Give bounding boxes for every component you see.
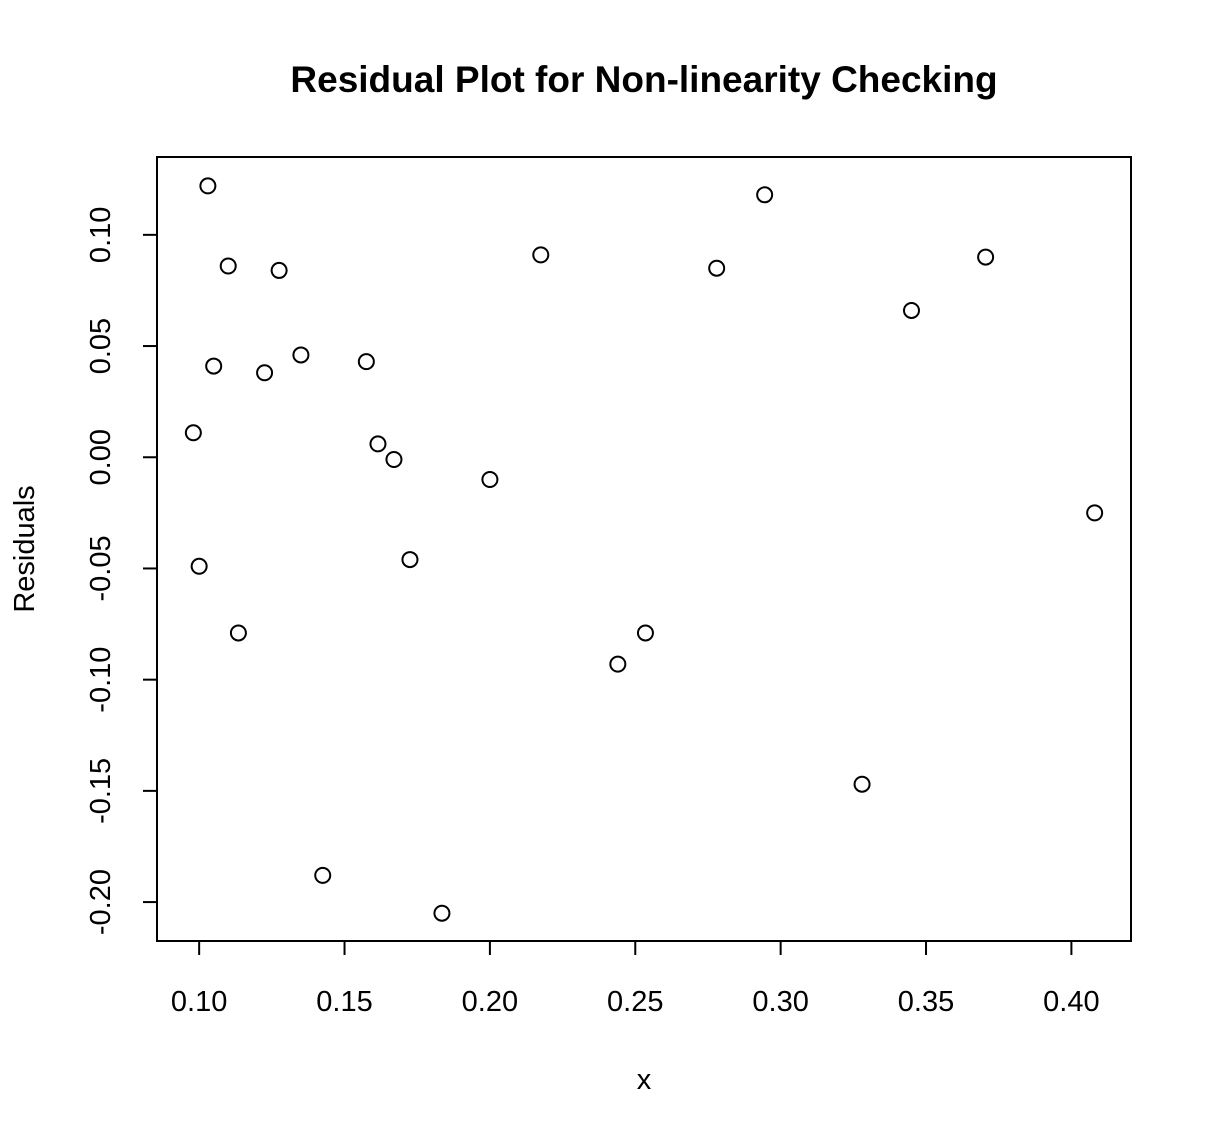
data-points	[184, 177, 1104, 922]
x-tick-label: 0.15	[316, 986, 372, 1018]
data-point	[190, 557, 208, 575]
x-tick-label: 0.35	[898, 986, 954, 1018]
y-tick-label: 0.05	[85, 318, 117, 374]
data-point	[369, 435, 387, 453]
x-tick-label: 0.25	[607, 986, 663, 1018]
data-point	[481, 470, 499, 488]
data-point	[229, 624, 247, 642]
data-point	[853, 775, 871, 793]
y-tick-label: -0.15	[85, 758, 117, 824]
data-point	[292, 346, 310, 364]
data-point	[636, 624, 654, 642]
chart-title: Residual Plot for Non-linearity Checking	[290, 59, 997, 100]
data-point	[385, 450, 403, 468]
data-point	[532, 246, 550, 264]
data-point	[708, 259, 726, 277]
y-axis: -0.20 -0.15 -0.10 -0.05 0.00 0.05 0.10	[85, 207, 158, 935]
data-point	[314, 866, 332, 884]
data-point	[433, 904, 451, 922]
x-tick-label: 0.20	[462, 986, 518, 1018]
y-axis-label: Residuals	[9, 485, 41, 612]
y-tick-label: -0.05	[85, 535, 117, 601]
data-point	[756, 186, 774, 204]
plot-area-frame	[156, 156, 1132, 942]
x-axis-label: x	[637, 1064, 652, 1096]
data-point	[609, 655, 627, 673]
data-point	[1086, 504, 1104, 522]
data-point	[256, 364, 274, 382]
data-point	[401, 551, 419, 569]
data-point	[219, 257, 237, 275]
y-tick-label: 0.00	[85, 429, 117, 485]
x-tick-label: 0.10	[171, 986, 227, 1018]
data-point	[357, 353, 375, 371]
y-tick-label: 0.10	[85, 207, 117, 263]
x-tick-label: 0.40	[1043, 986, 1099, 1018]
data-point	[270, 261, 288, 279]
data-point	[902, 301, 920, 319]
data-point	[205, 357, 223, 375]
x-tick-label: 0.30	[752, 986, 808, 1018]
data-point	[184, 424, 202, 442]
y-tick-label: -0.20	[85, 869, 117, 935]
data-point	[977, 248, 995, 266]
data-point	[199, 177, 217, 195]
y-tick-label: -0.10	[85, 647, 117, 713]
x-axis: 0.10 0.15 0.20 0.25 0.30 0.35 0.40	[171, 940, 1100, 1018]
